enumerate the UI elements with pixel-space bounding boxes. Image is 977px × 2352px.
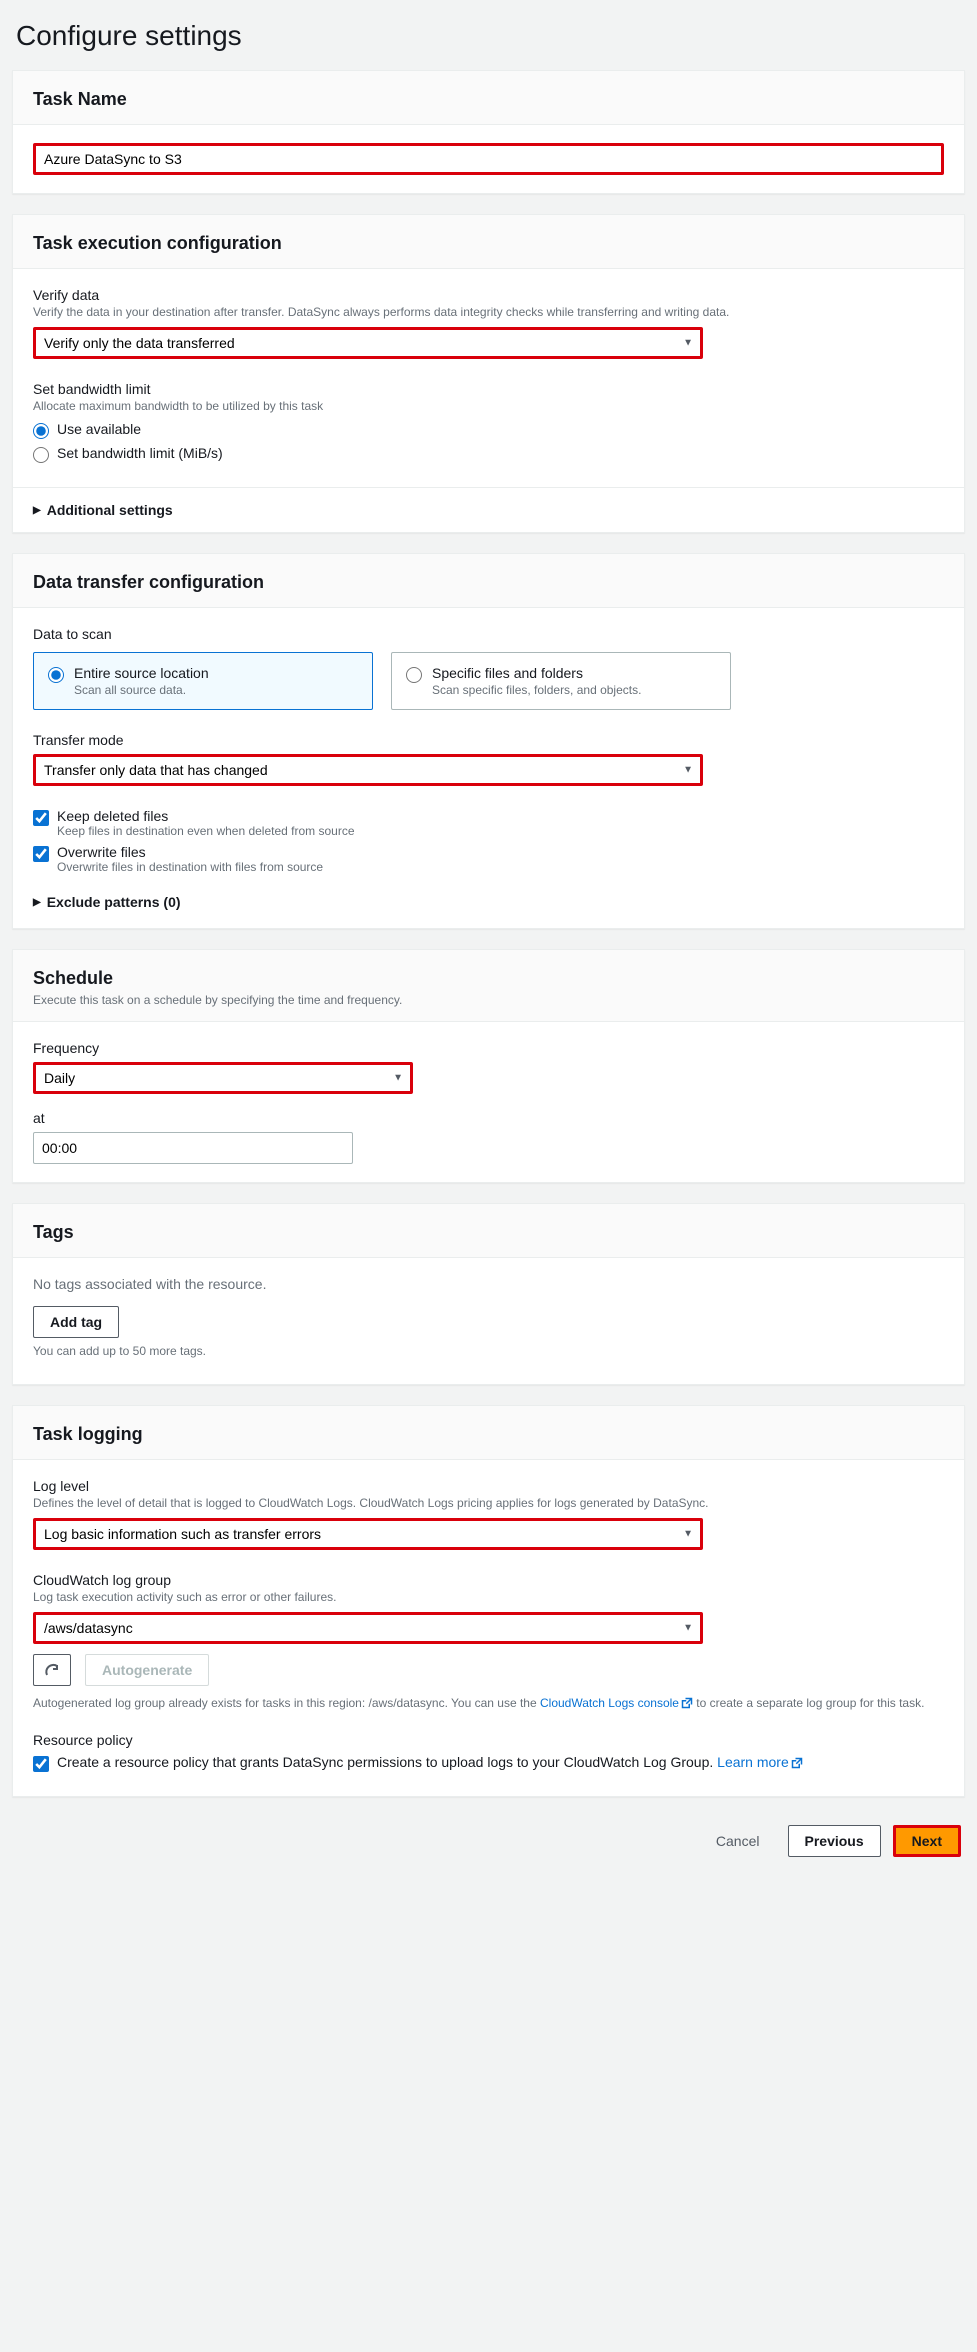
tags-empty-text: No tags associated with the resource. (33, 1276, 944, 1292)
external-link-icon (681, 1697, 693, 1712)
next-button[interactable]: Next (893, 1825, 961, 1857)
exclude-patterns-toggle[interactable]: ▶ Exclude patterns (0) (33, 880, 944, 910)
logging-note: Autogenerated log group already exists f… (33, 1696, 944, 1712)
footer-actions: Cancel Previous Next (12, 1817, 965, 1863)
logging-heading: Task logging (33, 1424, 944, 1445)
external-link-icon (791, 1756, 803, 1772)
scan-specific-title: Specific files and folders (432, 665, 641, 681)
scan-specific-radio[interactable] (406, 667, 422, 683)
cloudwatch-console-link[interactable]: CloudWatch Logs console (540, 1696, 693, 1710)
verify-data-select[interactable]: Verify only the data transferred (33, 327, 703, 359)
log-level-help: Defines the level of detail that is logg… (33, 1496, 944, 1510)
scan-entire-title: Entire source location (74, 665, 209, 681)
bandwidth-label: Set bandwidth limit (33, 381, 944, 397)
log-level-select[interactable]: Log basic information such as transfer e… (33, 1518, 703, 1550)
tags-heading: Tags (33, 1222, 944, 1243)
additional-settings-label: Additional settings (47, 502, 173, 518)
page-title: Configure settings (12, 12, 965, 70)
verify-data-help: Verify the data in your destination afte… (33, 305, 944, 319)
cancel-button[interactable]: Cancel (700, 1825, 776, 1857)
refresh-button[interactable] (33, 1654, 71, 1686)
log-group-help: Log task execution activity such as erro… (33, 1590, 944, 1604)
task-name-header: Task Name (13, 71, 964, 125)
bandwidth-available-label: Use available (57, 421, 141, 437)
learn-more-link[interactable]: Learn more (717, 1754, 803, 1770)
caret-right-icon: ▶ (33, 897, 41, 908)
resource-policy-row[interactable]: Create a resource policy that grants Dat… (33, 1754, 944, 1772)
task-name-heading: Task Name (33, 89, 944, 110)
autogenerate-button[interactable]: Autogenerate (85, 1654, 209, 1686)
schedule-panel: Schedule Execute this task on a schedule… (12, 949, 965, 1183)
resource-policy-text: Create a resource policy that grants Dat… (57, 1754, 717, 1770)
log-level-label: Log level (33, 1478, 944, 1494)
log-group-label: CloudWatch log group (33, 1572, 944, 1588)
tags-limit-text: You can add up to 50 more tags. (33, 1344, 944, 1358)
transfer-mode-label: Transfer mode (33, 732, 944, 748)
logging-panel: Task logging Log level Defines the level… (12, 1405, 965, 1797)
verify-data-label: Verify data (33, 287, 944, 303)
scan-specific-card[interactable]: Specific files and folders Scan specific… (391, 652, 731, 710)
bandwidth-limit-label: Set bandwidth limit (MiB/s) (57, 445, 223, 461)
data-transfer-heading: Data transfer configuration (33, 572, 944, 593)
data-to-scan-label: Data to scan (33, 626, 944, 642)
resource-policy-checkbox[interactable] (33, 1756, 49, 1772)
resource-policy-label: Resource policy (33, 1732, 944, 1748)
keep-deleted-help: Keep files in destination even when dele… (57, 824, 355, 838)
bandwidth-available-radio[interactable]: Use available (33, 421, 944, 439)
scan-entire-help: Scan all source data. (74, 683, 209, 697)
overwrite-row[interactable]: Overwrite files Overwrite files in desti… (33, 844, 944, 874)
log-group-select[interactable]: /aws/datasync (33, 1612, 703, 1644)
scan-entire-card[interactable]: Entire source location Scan all source d… (33, 652, 373, 710)
schedule-heading: Schedule (33, 968, 944, 989)
at-label: at (33, 1110, 944, 1126)
keep-deleted-row[interactable]: Keep deleted files Keep files in destina… (33, 808, 944, 838)
scan-specific-help: Scan specific files, folders, and object… (432, 683, 641, 697)
task-name-input[interactable] (33, 143, 944, 175)
refresh-icon (44, 1662, 60, 1678)
bandwidth-available-input[interactable] (33, 423, 49, 439)
exclude-patterns-label: Exclude patterns (0) (47, 894, 181, 910)
overwrite-help: Overwrite files in destination with file… (57, 860, 323, 874)
time-input[interactable] (33, 1132, 353, 1164)
frequency-label: Frequency (33, 1040, 944, 1056)
scan-entire-radio[interactable] (48, 667, 64, 683)
task-name-panel: Task Name (12, 70, 965, 194)
add-tag-button[interactable]: Add tag (33, 1306, 119, 1338)
tags-panel: Tags No tags associated with the resourc… (12, 1203, 965, 1385)
transfer-mode-select[interactable]: Transfer only data that has changed (33, 754, 703, 786)
frequency-select[interactable]: Daily (33, 1062, 413, 1094)
keep-deleted-label: Keep deleted files (57, 808, 355, 824)
bandwidth-limit-input[interactable] (33, 447, 49, 463)
keep-deleted-checkbox[interactable] (33, 810, 49, 826)
previous-button[interactable]: Previous (788, 1825, 881, 1857)
exec-config-heading: Task execution configuration (33, 233, 944, 254)
schedule-sub: Execute this task on a schedule by speci… (33, 993, 944, 1007)
overwrite-label: Overwrite files (57, 844, 323, 860)
overwrite-checkbox[interactable] (33, 846, 49, 862)
exec-config-panel: Task execution configuration Verify data… (12, 214, 965, 533)
additional-settings-toggle[interactable]: ▶ Additional settings (13, 487, 964, 532)
caret-right-icon: ▶ (33, 505, 41, 516)
bandwidth-limit-radio[interactable]: Set bandwidth limit (MiB/s) (33, 445, 944, 463)
data-transfer-panel: Data transfer configuration Data to scan… (12, 553, 965, 929)
bandwidth-help: Allocate maximum bandwidth to be utilize… (33, 399, 944, 413)
